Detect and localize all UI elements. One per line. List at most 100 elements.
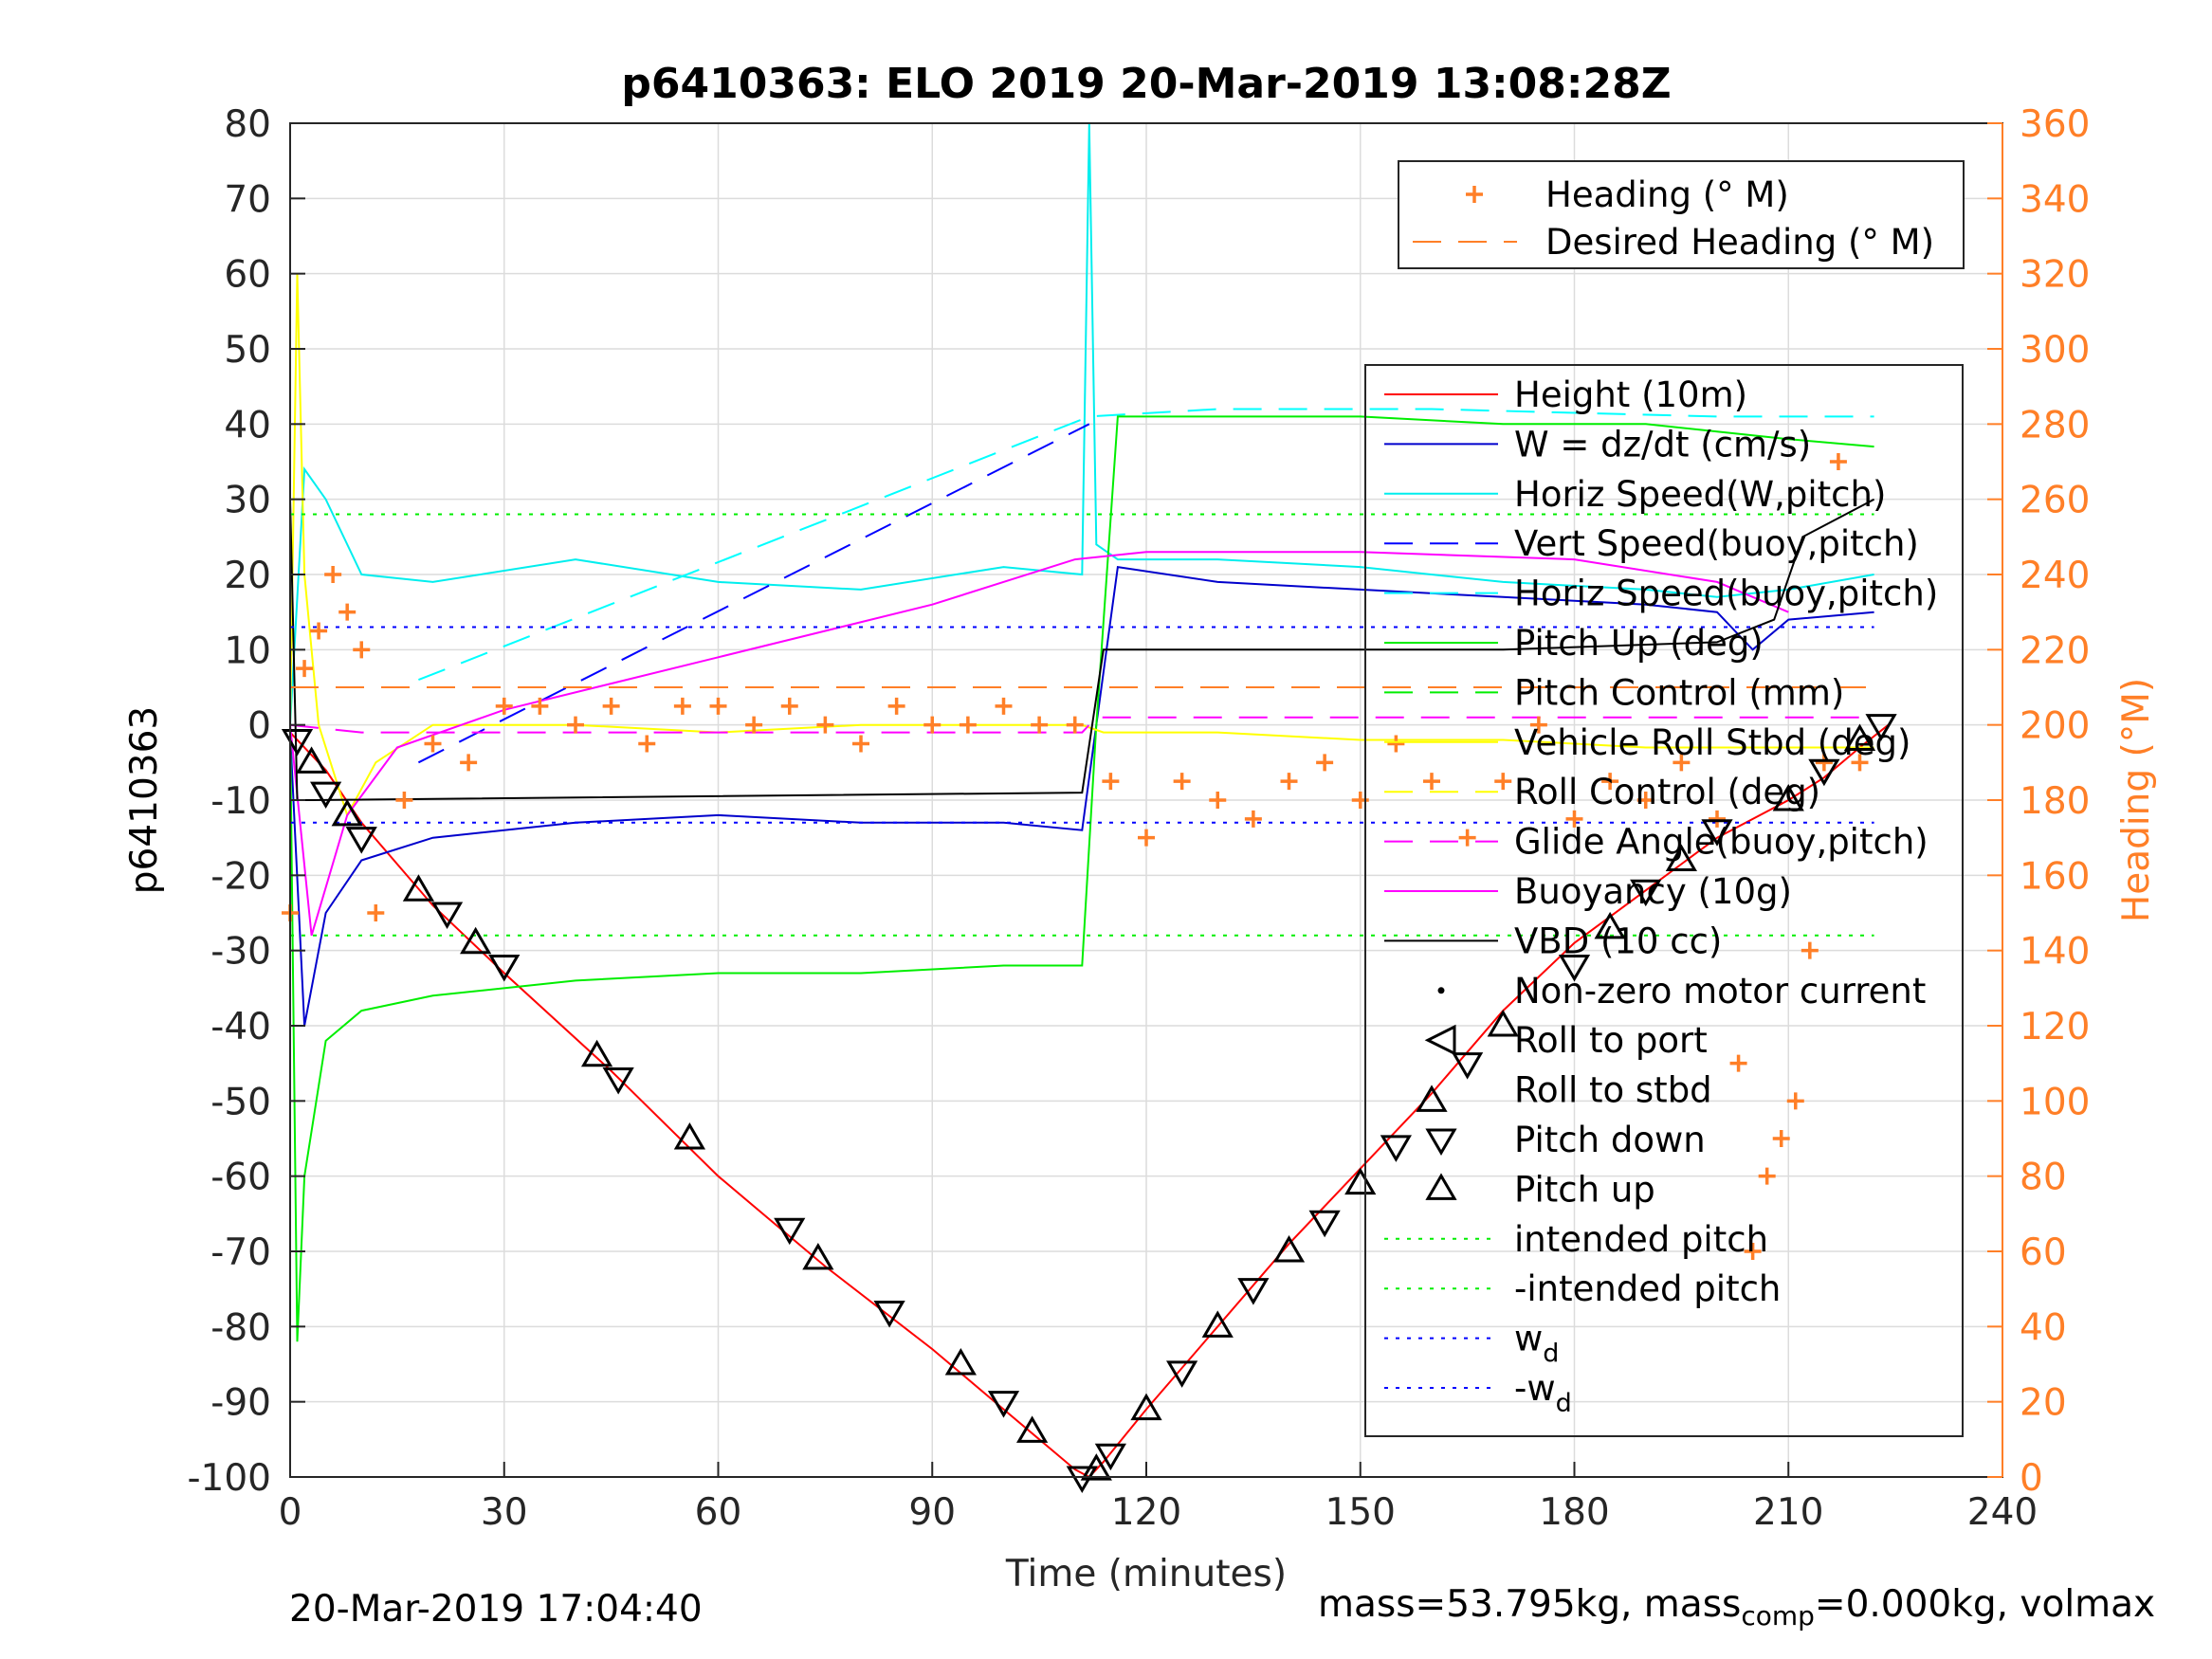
y2-tick-label: 80 bbox=[2020, 1157, 2067, 1199]
heading-marker bbox=[673, 697, 691, 715]
heading-marker bbox=[1565, 810, 1583, 828]
legend-symbol-motor-current bbox=[1437, 987, 1445, 994]
pitch-down-marker bbox=[1166, 1360, 1198, 1388]
series-horiz-speed-buoy-pitch bbox=[418, 408, 1874, 682]
legend-label-intended-pitch: intended pitch bbox=[1514, 1219, 1768, 1260]
footer-timestamp: 20-Mar-2019 17:04:40 bbox=[289, 1588, 703, 1631]
heading-marker bbox=[495, 697, 513, 715]
pitch-down-marker bbox=[987, 1391, 1020, 1418]
x-tick-label: 240 bbox=[1967, 1491, 2038, 1534]
series-vbd-10-cc bbox=[289, 498, 1875, 801]
y2-tick-label: 40 bbox=[2020, 1306, 2067, 1349]
legend-label-w-d: -wd bbox=[1514, 1368, 1572, 1418]
y-tick-label: -40 bbox=[210, 1006, 271, 1048]
legend-label-w-d: wd bbox=[1514, 1319, 1559, 1369]
heading-marker bbox=[1529, 716, 1547, 734]
heading-marker bbox=[1458, 829, 1476, 847]
pitch-down-marker bbox=[1808, 758, 1840, 787]
series-glide-angle-buoy-pitch bbox=[289, 716, 1874, 734]
x-tick-label: 30 bbox=[481, 1491, 528, 1534]
y2-tick-label: 140 bbox=[2020, 931, 2090, 974]
y2-axis-label: Heading (°M) bbox=[2115, 678, 2158, 922]
heading-marker bbox=[780, 697, 798, 715]
legend-subscript: d bbox=[1543, 1340, 1559, 1369]
pitch-down-marker bbox=[873, 1300, 905, 1328]
heading-marker bbox=[816, 716, 834, 734]
y2-tick-label: 320 bbox=[2020, 254, 2090, 297]
heading-marker bbox=[531, 697, 549, 715]
legend-label-pitch-control-mm: Pitch Control (mm) bbox=[1514, 672, 1844, 713]
pitch-down-marker bbox=[1865, 714, 1897, 741]
legend-label-roll-control-deg: Roll Control (deg) bbox=[1514, 772, 1820, 812]
heading-marker bbox=[745, 716, 763, 734]
footer-mass: mass=53.795kg, masscomp=0.000kg, volmax bbox=[1318, 1583, 2155, 1632]
legend-heading-label: Heading (° M) bbox=[1545, 174, 1789, 215]
series-vert-speed-buoy-pitch bbox=[417, 423, 1090, 764]
y-tick-label: -70 bbox=[210, 1231, 271, 1274]
y-tick-label: -50 bbox=[210, 1081, 271, 1123]
heading-marker bbox=[852, 735, 869, 753]
heading-marker bbox=[1066, 716, 1084, 734]
y2-tick-label: 300 bbox=[2020, 329, 2090, 372]
series-buoyancy-10g bbox=[289, 551, 1789, 937]
y2-tick-label: 360 bbox=[2020, 103, 2090, 146]
y2-tick-label: 200 bbox=[2020, 705, 2090, 748]
heading-marker bbox=[1815, 754, 1833, 772]
heading-marker bbox=[310, 622, 328, 640]
y-tick-label: 0 bbox=[247, 705, 271, 748]
heading-marker bbox=[1709, 810, 1726, 828]
heading-marker bbox=[1851, 754, 1869, 772]
legend-label-roll-to-port: Roll to port bbox=[1514, 1020, 1708, 1061]
pitch-down-marker bbox=[345, 827, 377, 854]
pitch-up-marker bbox=[1344, 1167, 1377, 1195]
pitch-up-marker bbox=[580, 1039, 613, 1067]
heading-marker bbox=[1758, 1167, 1776, 1185]
y-tick-label: -10 bbox=[210, 780, 271, 823]
pitch-down-marker bbox=[488, 955, 521, 982]
y-tick-label: -60 bbox=[210, 1157, 271, 1199]
axes-layer: 0 30 60 90 120 150 180 210 240-100-90-80-70-60-5… bbox=[187, 103, 2090, 1534]
pitch-up-marker bbox=[1201, 1310, 1234, 1338]
pitch-up-marker bbox=[295, 746, 328, 774]
pitch-up-marker bbox=[673, 1122, 706, 1150]
y-tick-label: 50 bbox=[224, 329, 271, 372]
heading-marker bbox=[959, 716, 977, 734]
heading-marker bbox=[1744, 1243, 1762, 1260]
grid bbox=[289, 122, 2003, 1478]
legend-subscript: d bbox=[1556, 1389, 1572, 1418]
y2-tick-label: 0 bbox=[2020, 1457, 2043, 1500]
heading-marker bbox=[709, 697, 727, 715]
legend-main: Height (10m) W = dz/dt (cm/s) Horiz Speed(… bbox=[1364, 364, 1964, 1437]
heading-marker bbox=[1244, 810, 1262, 828]
y-tick-label: 10 bbox=[224, 629, 271, 672]
legend-label-pitch-up-deg: Pitch Up (deg) bbox=[1514, 623, 1764, 664]
pitch-up-marker bbox=[460, 926, 492, 955]
heading-marker bbox=[1316, 754, 1334, 772]
y2-tick-label: 60 bbox=[2020, 1231, 2067, 1274]
legend-label-horiz-speed-w-pitch: Horiz Speed(W,pitch) bbox=[1514, 474, 1886, 515]
x-tick-label: 180 bbox=[1539, 1491, 1609, 1534]
pitch-down-marker bbox=[1308, 1210, 1341, 1238]
heading-marker bbox=[395, 792, 413, 809]
y2-tick-label: 240 bbox=[2020, 555, 2090, 597]
pitch-down-marker bbox=[310, 781, 342, 810]
legend-symbol-pitch-down bbox=[1425, 1128, 1457, 1156]
pitch-up-marker bbox=[1015, 1415, 1049, 1443]
heading-marker bbox=[460, 754, 478, 772]
x-tick-label: 150 bbox=[1325, 1491, 1396, 1534]
pitch-down-marker bbox=[1237, 1278, 1270, 1305]
legend-heading: Heading (° M) Desired Heading (° M) bbox=[1398, 160, 1965, 269]
pitch-down-marker bbox=[1452, 1052, 1484, 1080]
legend-label-height-10m: Height (10m) bbox=[1514, 374, 1747, 415]
y2-tick-label: 280 bbox=[2020, 404, 2090, 447]
heading-marker bbox=[1209, 792, 1227, 809]
pitch-up-marker bbox=[944, 1348, 977, 1376]
pitch-up-marker bbox=[1594, 911, 1626, 939]
y2-tick-label: 220 bbox=[2020, 629, 2090, 672]
heading-marker bbox=[338, 603, 356, 621]
heading-marker bbox=[1601, 773, 1619, 791]
pitch-down-marker bbox=[602, 1067, 634, 1095]
y2-tick-label: 20 bbox=[2020, 1382, 2067, 1425]
pitch-down-marker bbox=[774, 1217, 806, 1246]
pitch-up-marker bbox=[1416, 1085, 1448, 1112]
